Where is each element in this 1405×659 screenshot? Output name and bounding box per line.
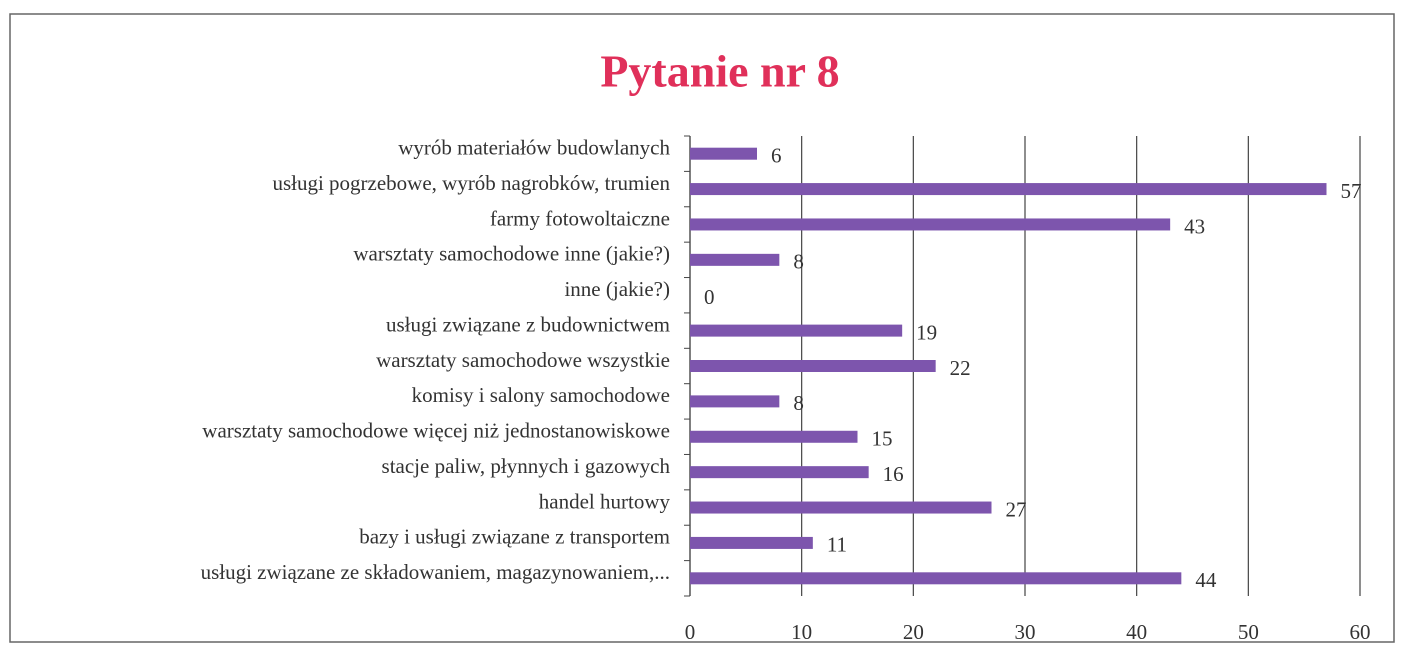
bar bbox=[690, 466, 869, 479]
y-tick-label: bazy i usługi związane z transportem bbox=[359, 525, 670, 549]
value-label: 11 bbox=[827, 533, 847, 557]
value-label: 8 bbox=[793, 391, 804, 415]
x-tick-label: 0 bbox=[685, 620, 696, 644]
y-tick-label: usługi pogrzebowe, wyrób nagrobków, trum… bbox=[272, 171, 670, 195]
y-tick-label: komisy i salony samochodowe bbox=[412, 383, 670, 407]
y-tick-label: farmy fotowoltaiczne bbox=[490, 206, 670, 230]
y-tick-label: usługi związane ze składowaniem, magazyn… bbox=[201, 560, 670, 584]
bar bbox=[690, 324, 903, 337]
y-tick-label: warsztaty samochodowe inne (jakie?) bbox=[353, 242, 670, 266]
x-tick-label: 40 bbox=[1126, 620, 1147, 644]
bar bbox=[690, 572, 1182, 585]
bar bbox=[690, 395, 780, 408]
value-label: 27 bbox=[1006, 497, 1027, 521]
bar bbox=[690, 536, 813, 549]
value-label: 43 bbox=[1184, 214, 1205, 238]
bar bbox=[690, 430, 858, 443]
bar bbox=[690, 183, 1327, 196]
value-label: 22 bbox=[950, 356, 971, 380]
y-tick-label: wyrób materiałów budowlanych bbox=[398, 136, 670, 160]
y-tick-label: warsztaty samochodowe więcej niż jednost… bbox=[202, 419, 670, 443]
x-tick-label: 30 bbox=[1015, 620, 1036, 644]
x-tick-label: 10 bbox=[791, 620, 812, 644]
x-tick-label: 60 bbox=[1350, 620, 1371, 644]
x-tick-label: 20 bbox=[903, 620, 924, 644]
value-label: 19 bbox=[916, 320, 937, 344]
bar bbox=[690, 501, 992, 514]
chart-frame bbox=[9, 13, 1395, 643]
bar bbox=[690, 218, 1171, 231]
bar bbox=[690, 147, 757, 160]
y-tick-label: stacje paliw, płynnych i gazowych bbox=[382, 454, 671, 478]
bar bbox=[690, 253, 780, 266]
value-label: 16 bbox=[883, 462, 904, 486]
value-label: 57 bbox=[1341, 179, 1362, 203]
y-tick-label: handel hurtowy bbox=[539, 489, 671, 513]
y-tick-label: warsztaty samochodowe wszystkie bbox=[376, 348, 670, 372]
value-label: 44 bbox=[1195, 568, 1217, 592]
value-label: 0 bbox=[704, 285, 715, 309]
value-label: 15 bbox=[872, 427, 893, 451]
value-label: 8 bbox=[793, 250, 804, 274]
x-tick-label: 50 bbox=[1238, 620, 1259, 644]
bar bbox=[690, 360, 936, 372]
value-label: 6 bbox=[771, 144, 782, 168]
chart-title: Pytanie nr 8 bbox=[600, 46, 839, 97]
y-tick-label: inne (jakie?) bbox=[564, 277, 670, 301]
y-tick-label: usługi związane z budownictwem bbox=[386, 312, 670, 336]
